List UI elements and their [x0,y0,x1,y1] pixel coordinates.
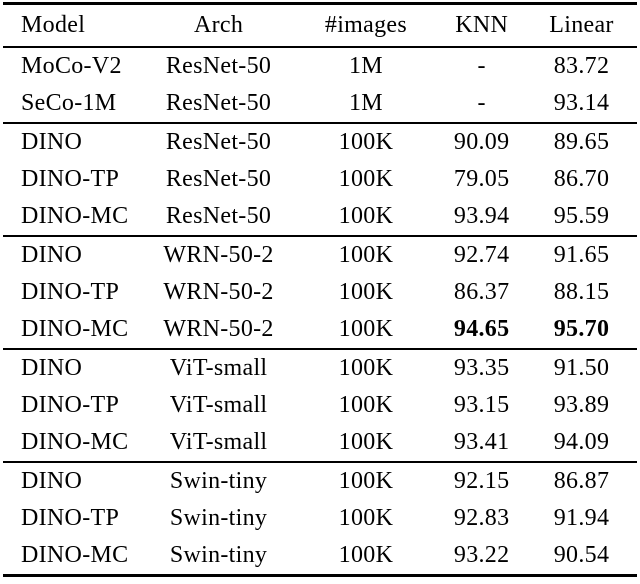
table-section-pretrained-1m: MoCo-V2 ResNet-50 1M - 83.72 SeCo-1M Res… [3,47,637,123]
cell-images: 100K [338,355,394,381]
cell-knn: 92.83 [453,505,510,531]
cell-knn: 86.37 [453,279,510,305]
cell-knn: - [477,53,486,79]
cell-linear: 94.09 [553,429,610,455]
table-header: Model Arch #images KNN Linear [3,4,637,48]
cell-arch: Swin-tiny [169,542,268,568]
table-row: DINO Swin-tiny 100K 92.15 86.87 [3,462,637,500]
column-header-model: Model [21,12,86,38]
cell-images: 100K [338,542,394,568]
cell-model: DINO-TP [21,505,120,531]
cell-images: 100K [338,505,394,531]
cell-linear-best: 95.70 [553,316,610,342]
table-row: DINO-MC ViT-small 100K 93.41 94.09 [3,424,637,462]
table-row: DINO ViT-small 100K 93.35 91.50 [3,349,637,387]
column-header-linear: Linear [549,12,614,38]
cell-model: DINO-MC [21,542,129,568]
cell-model: MoCo-V2 [21,53,122,79]
cell-linear: 86.87 [553,468,610,494]
cell-knn: 92.74 [453,242,510,268]
cell-linear: 93.14 [553,90,610,116]
cell-linear: 86.70 [553,166,610,192]
cell-linear: 93.89 [553,392,610,418]
cell-model: DINO-MC [21,203,129,229]
cell-arch: Swin-tiny [169,468,268,494]
table-row: DINO-MC ResNet-50 100K 93.94 95.59 [3,198,637,236]
cell-images: 100K [338,392,394,418]
cell-images: 100K [338,468,394,494]
cell-knn: 93.15 [453,392,510,418]
cell-model: DINO-MC [21,316,129,342]
table-row: DINO-MC WRN-50-2 100K 94.65 95.70 [3,311,637,349]
table-row: DINO-TP WRN-50-2 100K 86.37 88.15 [3,274,637,311]
table-row: DINO-MC Swin-tiny 100K 93.22 90.54 [3,537,637,576]
header-row: Model Arch #images KNN Linear [3,4,637,48]
cell-model: DINO [21,242,83,268]
cell-linear: 91.50 [553,355,610,381]
table-row: DINO-TP Swin-tiny 100K 92.83 91.94 [3,500,637,537]
cell-arch: WRN-50-2 [163,279,274,305]
cell-knn: 93.41 [453,429,510,455]
cell-images: 100K [338,129,394,155]
cell-knn: 93.22 [453,542,510,568]
table-row: DINO-TP ViT-small 100K 93.15 93.89 [3,387,637,424]
cell-model: DINO [21,468,83,494]
cell-knn: 93.94 [453,203,510,229]
cell-model: DINO-MC [21,429,129,455]
cell-arch: ViT-small [169,429,268,455]
cell-knn: 93.35 [453,355,510,381]
cell-images: 100K [338,166,394,192]
cell-linear: 89.65 [553,129,610,155]
cell-linear: 83.72 [553,53,610,79]
cell-arch: ViT-small [169,392,268,418]
column-header-knn: KNN [455,12,509,38]
table-row: DINO ResNet-50 100K 90.09 89.65 [3,123,637,161]
table-section-swin-tiny: DINO Swin-tiny 100K 92.15 86.87 DINO-TP … [3,462,637,576]
cell-model: DINO-TP [21,392,120,418]
cell-linear: 90.54 [553,542,610,568]
cell-arch: WRN-50-2 [163,316,274,342]
cell-arch: ViT-small [169,355,268,381]
cell-images: 100K [338,316,394,342]
cell-arch: ResNet-50 [165,166,272,192]
cell-model: DINO [21,355,83,381]
cell-images: 100K [338,279,394,305]
cell-model: DINO [21,129,83,155]
cell-knn-best: 94.65 [453,316,510,342]
table-section-resnet50: DINO ResNet-50 100K 90.09 89.65 DINO-TP … [3,123,637,236]
cell-images: 100K [338,429,394,455]
cell-model: DINO-TP [21,279,120,305]
table-section-vit-small: DINO ViT-small 100K 93.35 91.50 DINO-TP … [3,349,637,462]
results-table: Model Arch #images KNN Linear MoCo-V2 Re… [3,2,637,577]
cell-linear: 91.65 [553,242,610,268]
cell-knn: - [477,90,486,116]
cell-images: 1M [348,53,383,79]
column-header-arch: Arch [193,12,244,38]
cell-images: 100K [338,242,394,268]
cell-knn: 92.15 [453,468,510,494]
cell-arch: ResNet-50 [165,53,272,79]
column-header-images: #images [324,12,407,38]
cell-arch: ResNet-50 [165,90,272,116]
cell-linear: 91.94 [553,505,610,531]
cell-arch: ResNet-50 [165,129,272,155]
table-row: MoCo-V2 ResNet-50 1M - 83.72 [3,47,637,85]
table-row: DINO WRN-50-2 100K 92.74 91.65 [3,236,637,274]
cell-images: 1M [348,90,383,116]
cell-linear: 95.59 [553,203,610,229]
cell-model: SeCo-1M [21,90,117,116]
cell-model: DINO-TP [21,166,120,192]
table-row: DINO-TP ResNet-50 100K 79.05 86.70 [3,161,637,198]
table-section-wrn502: DINO WRN-50-2 100K 92.74 91.65 DINO-TP W… [3,236,637,349]
cell-arch: ResNet-50 [165,203,272,229]
cell-knn: 90.09 [453,129,510,155]
cell-arch: WRN-50-2 [163,242,274,268]
cell-linear: 88.15 [553,279,610,305]
cell-knn: 79.05 [453,166,510,192]
table-row: SeCo-1M ResNet-50 1M - 93.14 [3,85,637,123]
cell-arch: Swin-tiny [169,505,268,531]
cell-images: 100K [338,203,394,229]
